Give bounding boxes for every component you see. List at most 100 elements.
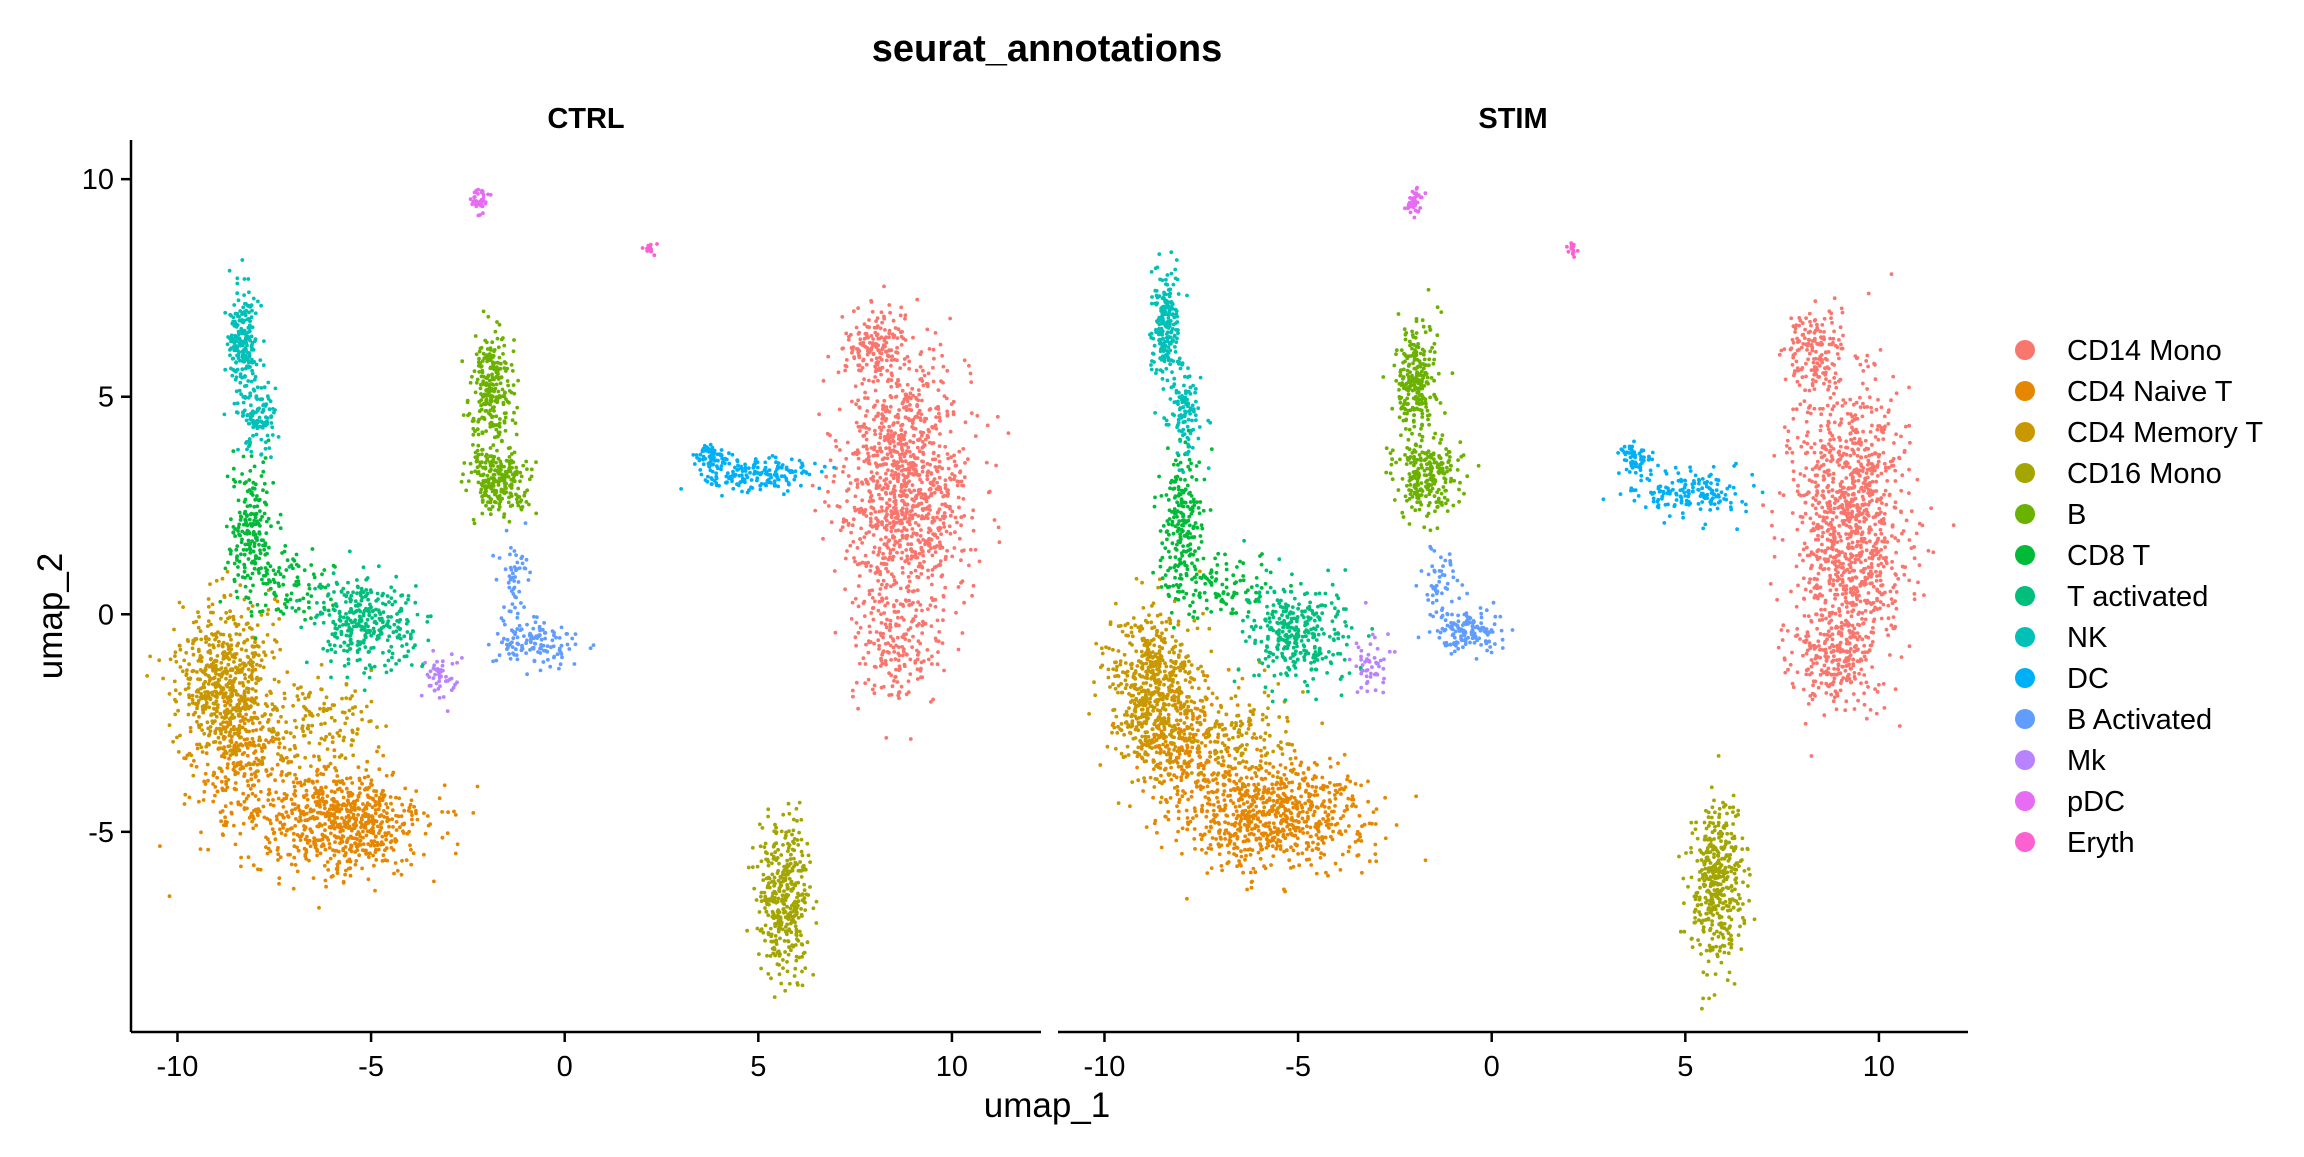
data-point <box>872 683 877 688</box>
data-point <box>321 646 326 651</box>
data-point <box>372 664 377 669</box>
data-point <box>471 517 476 522</box>
data-point <box>813 508 818 513</box>
data-point <box>898 313 903 318</box>
data-point <box>296 805 300 810</box>
data-point <box>919 572 924 576</box>
data-point <box>786 917 791 921</box>
data-point <box>345 820 349 825</box>
data-point <box>299 625 304 630</box>
data-point <box>362 825 367 830</box>
data-point <box>930 662 934 666</box>
data-point <box>341 795 346 800</box>
data-point <box>759 859 764 864</box>
data-point <box>256 568 261 572</box>
data-point <box>198 629 203 634</box>
data-point <box>491 383 496 387</box>
data-point <box>249 811 254 816</box>
data-point <box>446 810 450 815</box>
data-point <box>851 345 856 350</box>
data-point <box>235 276 240 281</box>
data-point <box>351 753 356 758</box>
data-point <box>838 528 843 533</box>
data-point <box>307 583 311 587</box>
data-point <box>291 703 295 708</box>
data-point <box>232 348 237 353</box>
data-point <box>906 690 911 695</box>
data-point <box>334 848 339 853</box>
data-point <box>945 548 949 553</box>
data-point <box>493 423 498 428</box>
data-point <box>888 643 893 648</box>
data-point <box>781 966 785 970</box>
data-point <box>206 694 211 698</box>
data-point <box>220 832 225 836</box>
data-point <box>870 687 875 692</box>
data-point <box>891 575 896 579</box>
data-point <box>403 786 408 791</box>
data-point <box>278 820 283 825</box>
data-point <box>931 598 935 603</box>
data-point <box>332 754 337 759</box>
data-point <box>391 848 396 852</box>
data-point <box>287 565 292 569</box>
data-point <box>945 409 950 414</box>
data-point <box>923 443 927 447</box>
data-point <box>478 361 483 365</box>
data-point <box>903 637 908 641</box>
series-dc <box>679 442 836 498</box>
data-point <box>873 510 878 514</box>
data-point <box>196 610 200 615</box>
data-point <box>233 480 238 484</box>
data-point <box>489 387 494 391</box>
data-point <box>225 342 230 347</box>
data-point <box>869 493 874 498</box>
data-point <box>867 624 872 629</box>
data-point <box>497 424 502 429</box>
data-point <box>261 665 266 670</box>
data-point <box>252 422 256 426</box>
data-point <box>885 523 889 528</box>
data-point <box>246 596 251 600</box>
data-point <box>340 789 344 794</box>
data-point <box>226 335 231 339</box>
data-point <box>315 773 320 777</box>
data-point <box>937 528 941 533</box>
data-point <box>929 537 934 542</box>
data-point <box>936 650 940 654</box>
data-point <box>308 844 313 849</box>
data-point <box>223 788 228 793</box>
data-point <box>265 416 270 420</box>
data-point <box>766 814 770 819</box>
data-point <box>917 392 921 397</box>
data-point <box>468 380 473 385</box>
data-point <box>915 574 919 579</box>
data-point <box>242 293 247 297</box>
data-point <box>786 846 791 850</box>
data-point <box>484 503 488 508</box>
data-point <box>271 622 275 627</box>
data-point <box>867 589 872 593</box>
data-point <box>352 799 356 804</box>
data-point <box>399 872 404 877</box>
data-point <box>253 337 258 341</box>
data-point <box>898 543 902 548</box>
data-point <box>167 723 172 728</box>
data-point <box>842 464 846 469</box>
data-point <box>364 833 369 838</box>
data-point <box>808 885 812 889</box>
data-point <box>926 607 930 611</box>
data-point <box>343 756 348 761</box>
data-point <box>263 543 267 548</box>
data-point <box>508 504 513 508</box>
data-point <box>191 652 196 657</box>
data-point <box>931 697 935 702</box>
data-point <box>244 337 249 342</box>
data-point <box>860 480 864 485</box>
data-point <box>290 802 295 806</box>
data-point <box>903 313 908 318</box>
data-point <box>866 461 871 465</box>
data-point <box>252 388 257 393</box>
data-point <box>266 380 271 385</box>
data-point <box>799 912 804 917</box>
